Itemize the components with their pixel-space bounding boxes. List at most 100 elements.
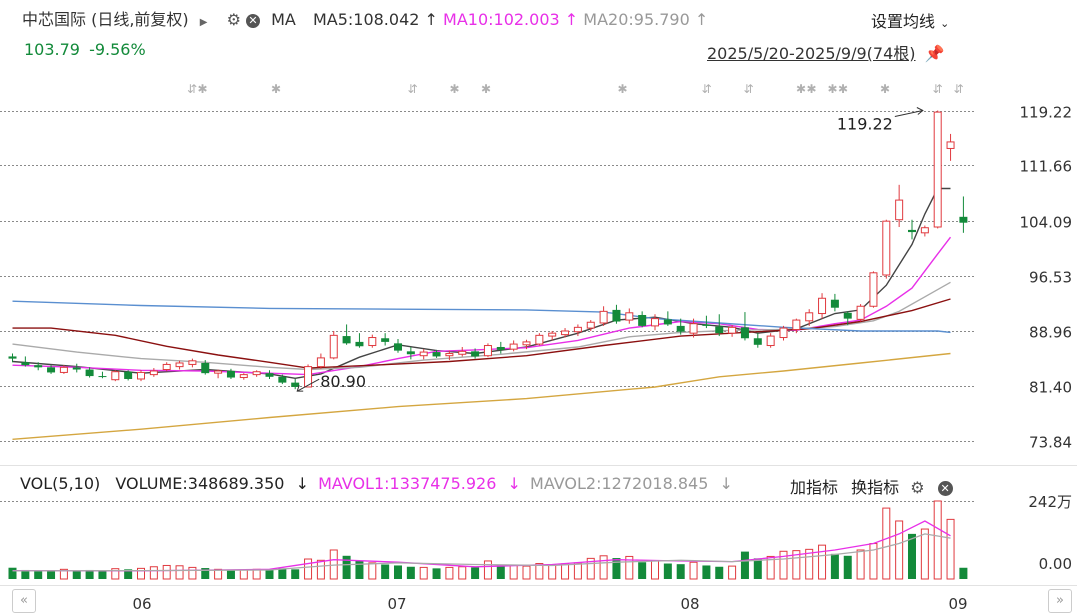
add-indicator-button[interactable]: 加指标: [790, 478, 839, 497]
close-icon[interactable]: ✕: [937, 481, 953, 496]
candle-body: [818, 297, 827, 315]
volume-bar: [805, 548, 814, 580]
candle-body: [561, 330, 570, 336]
volume-bar: [419, 566, 428, 580]
volume-bar: [830, 553, 839, 579]
volume-bar: [561, 563, 570, 580]
event-markers: ⇵ ✱ ✱ ⇵ ✱ ✱ ✱ ⇵ ⇵ ✱ ✱ ✱ ✱ ✱ ⇵ ⇵: [187, 82, 964, 96]
volume-bar: [638, 562, 647, 579]
candle-body: [162, 363, 171, 371]
volume-bar: [239, 569, 248, 580]
scroll-right-button[interactable]: »: [1048, 589, 1072, 613]
y-tick-label: 96.53: [1029, 269, 1072, 287]
event-marker: ✱: [796, 82, 806, 96]
volume-bar: [252, 568, 261, 580]
candle-body: [843, 312, 852, 319]
volume-bar: [21, 569, 30, 579]
volume-bar: [946, 518, 955, 580]
scroll-left-button[interactable]: «: [12, 589, 36, 613]
volume-bar: [702, 565, 711, 579]
candle-body: [445, 353, 454, 357]
stock-title[interactable]: 中芯国际 (日线,前复权): [22, 10, 189, 29]
candle-body: [214, 370, 223, 374]
volume-bar: [355, 560, 364, 579]
volume-bar: [715, 566, 724, 579]
candle-body: [702, 324, 711, 326]
ma-label: MA: [271, 10, 296, 29]
arrow-down-icon: ↓: [507, 474, 521, 493]
volume-bar: [920, 528, 929, 580]
candle-body: [98, 376, 107, 378]
volume-bar: [304, 558, 313, 580]
arrow-down-icon: ↓: [719, 474, 733, 493]
volume-bar: [689, 561, 698, 580]
volume-bar: [291, 569, 300, 579]
candle-body: [47, 367, 56, 373]
candle-body: [316, 357, 325, 368]
candle-body: [625, 312, 634, 321]
volume-bar: [432, 568, 441, 579]
gear-icon[interactable]: ⚙: [910, 478, 925, 497]
candle-body: [689, 323, 698, 334]
x-axis-labels: 06 07 08 09: [132, 595, 967, 613]
volume-bar: [882, 507, 891, 580]
candle-body: [381, 338, 390, 342]
candle-body: [638, 314, 647, 326]
ma-line-ma20: [12, 281, 951, 371]
candle-body: [740, 327, 749, 339]
candle-body: [85, 369, 94, 377]
ma5-value: MA5:108.042: [312, 10, 420, 29]
candle-body: [522, 341, 531, 346]
candle-body: [304, 366, 313, 388]
volume-bar: [188, 566, 197, 580]
candle-body: [728, 326, 737, 334]
candle-body: [830, 299, 839, 308]
event-marker: ✱: [806, 82, 816, 96]
volume-bars: [8, 500, 968, 580]
annotation-low: 80.90: [320, 372, 366, 391]
arrow-icon: [296, 385, 304, 392]
candle-body: [535, 334, 544, 345]
candle-body: [432, 352, 441, 357]
ma-settings-label: 设置均线: [871, 12, 936, 31]
candle-body: [612, 309, 621, 322]
candle-body: [920, 227, 929, 234]
volume-bar: [843, 555, 852, 579]
switch-indicator-button[interactable]: 换指标: [851, 478, 900, 497]
event-marker: ⇵: [953, 82, 963, 96]
volume-bar: [895, 520, 904, 580]
event-marker: ⇵: [701, 82, 711, 96]
pin-icon[interactable]: 📌: [924, 44, 945, 63]
volume-bar: [445, 566, 454, 580]
volume-bar: [522, 565, 531, 580]
price-change: -9.56%: [89, 40, 146, 59]
close-icon[interactable]: ✕: [246, 14, 260, 28]
vol-tick-label: 242万: [1028, 493, 1072, 511]
volume-value: VOLUME:348689.350: [115, 474, 285, 493]
y-tick-label: 88.96: [1029, 324, 1072, 342]
volume-bar: [316, 559, 325, 580]
ma-settings-button[interactable]: 设置均线 ⌄: [871, 8, 949, 32]
volume-bar: [72, 570, 81, 579]
candle-body: [599, 310, 608, 324]
candle-body: [959, 216, 968, 223]
volume-bar: [111, 568, 120, 580]
gear-icon[interactable]: ⚙: [226, 10, 241, 29]
candle-body: [586, 321, 595, 329]
candle-body: [509, 343, 518, 350]
candle-body: [573, 326, 582, 333]
event-marker: ✱: [617, 82, 627, 96]
ma-line-ma250: [12, 352, 951, 440]
volume-bar: [406, 566, 415, 579]
y-tick-label: 81.40: [1029, 379, 1072, 397]
annotation-high: 119.22: [837, 115, 893, 134]
caret-right-icon[interactable]: ▶: [199, 17, 208, 28]
candle-body: [291, 382, 300, 387]
volume-bar: [740, 551, 749, 579]
candle-body: [933, 111, 942, 228]
volume-bar: [483, 560, 492, 580]
volume-bar: [753, 558, 762, 579]
volume-bar: [933, 500, 942, 580]
date-range-label[interactable]: 2025/5/20-2025/9/9(74根): [707, 44, 916, 63]
